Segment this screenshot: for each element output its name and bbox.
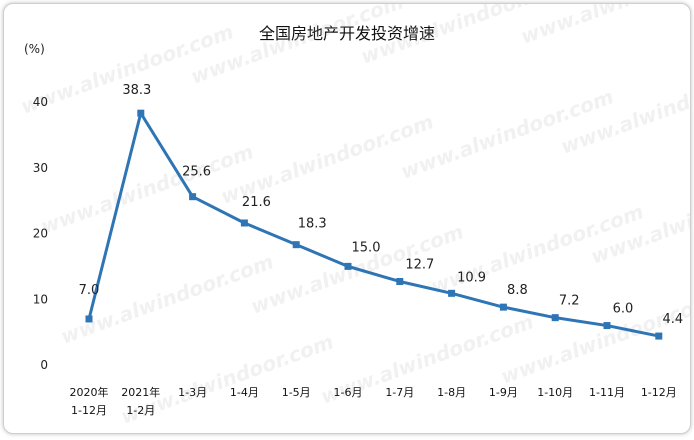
chart-title: 全国房地产开发投资增速 <box>258 24 435 43</box>
x-tick-label: 1-9月 <box>489 386 518 399</box>
y-axis-unit: (%) <box>24 42 45 56</box>
data-point <box>551 314 559 322</box>
data-point <box>655 332 663 340</box>
data-label: 7.2 <box>559 294 580 309</box>
x-tick-label: 1-3月 <box>178 386 207 399</box>
x-tick-label: 1-10月 <box>537 386 573 399</box>
x-tick-label: 1-6月 <box>334 386 363 399</box>
watermark: www.alwindoor.comwww.alwindoor.comwww.al… <box>18 4 690 429</box>
x-tick-label: 1-5月 <box>282 386 311 399</box>
x-tick-label: 1-12月 <box>641 386 677 399</box>
data-point <box>499 303 507 311</box>
x-tick-label: 1-7月 <box>385 386 414 399</box>
data-label: 12.7 <box>405 257 434 272</box>
data-point <box>137 109 145 117</box>
data-label: 38.3 <box>122 83 151 98</box>
x-tick-label: 1-8月 <box>437 386 466 399</box>
data-label: 18.3 <box>298 217 327 232</box>
data-label: 6.0 <box>613 302 634 317</box>
watermark-text: www.alwindoor.com <box>58 249 277 348</box>
x-tick-label: 1-4月 <box>230 386 259 399</box>
data-point <box>603 322 611 330</box>
x-tick-label: 2020年 1-12月 <box>70 385 109 417</box>
data-point <box>189 193 197 201</box>
data-point <box>448 289 456 297</box>
data-point <box>240 219 248 227</box>
watermark-text: www.alwindoor.com <box>518 4 690 49</box>
data-label: 4.4 <box>662 312 683 327</box>
line-chart: www.alwindoor.comwww.alwindoor.comwww.al… <box>18 4 690 429</box>
data-point <box>344 262 352 270</box>
y-tick-label: 10 <box>33 292 48 306</box>
data-point <box>85 315 93 323</box>
data-label: 7.0 <box>79 283 100 298</box>
data-point <box>292 241 300 249</box>
series-line <box>87 111 660 338</box>
y-tick-label: 0 <box>40 358 48 372</box>
data-label: 10.9 <box>457 270 486 285</box>
data-point <box>396 277 404 285</box>
data-label: 25.6 <box>182 165 211 180</box>
chart-container: 全国房地产开发投资增速 (%) www.alwindoor.com www.alw… <box>3 3 691 434</box>
x-tick-label: 2021年 1-2月 <box>121 385 160 417</box>
data-label: 15.0 <box>352 240 381 255</box>
x-tick-label: 1-11月 <box>589 386 625 399</box>
data-label: 21.6 <box>242 195 271 210</box>
y-tick-label: 30 <box>33 161 48 175</box>
data-label: 8.8 <box>507 283 528 298</box>
y-tick-label: 20 <box>33 227 48 241</box>
y-tick-label: 40 <box>33 95 48 109</box>
